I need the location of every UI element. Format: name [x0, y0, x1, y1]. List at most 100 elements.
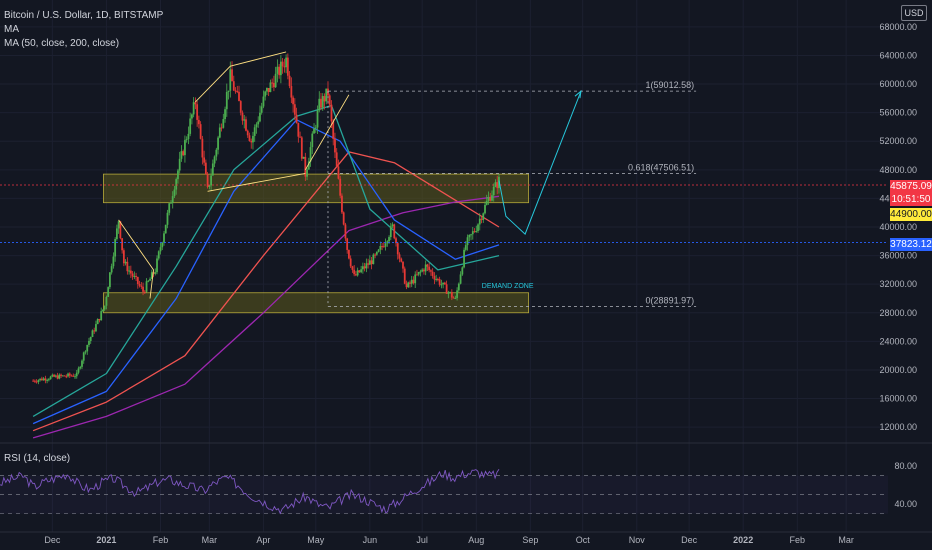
candle-body: [263, 97, 265, 107]
candle-body: [135, 276, 137, 277]
candle-body: [214, 157, 216, 164]
candle-body: [372, 255, 374, 265]
candle-body: [62, 375, 64, 376]
candle-body: [219, 128, 221, 138]
candle-body: [179, 159, 181, 171]
candle-body: [275, 74, 277, 87]
candle-body: [345, 225, 347, 239]
candle-body: [449, 292, 451, 293]
candle-body: [99, 319, 101, 320]
candle-body: [174, 190, 176, 197]
candle-body: [299, 137, 301, 138]
candle-body: [92, 330, 94, 337]
candle-body: [338, 167, 340, 179]
candle-body: [477, 224, 479, 231]
demand-zone-label: DEMAND ZONE: [482, 283, 534, 290]
candle-body: [411, 280, 413, 284]
candle-body: [34, 381, 36, 382]
y-tick-label: 40000.00: [879, 222, 917, 232]
candle-body: [495, 182, 497, 187]
candle-body: [196, 104, 198, 120]
y-tick-label: 28000.00: [879, 308, 917, 318]
x-tick-label: Jul: [416, 535, 428, 545]
candle-body: [116, 228, 118, 239]
candle-body: [301, 137, 303, 158]
candle-body: [460, 274, 462, 283]
candle-body: [32, 381, 34, 382]
x-tick-label: Feb: [790, 535, 806, 545]
candle-body: [44, 378, 46, 380]
candle-body: [186, 139, 188, 140]
candle-body: [474, 231, 476, 232]
symbol-legend[interactable]: Bitcoin / U.S. Dollar, 1D, BITSTAMP: [4, 10, 163, 21]
candle-body: [428, 267, 430, 271]
candle-body: [212, 163, 214, 175]
candle-body: [296, 115, 298, 123]
y-tick-label: 52000.00: [879, 136, 917, 146]
candle-body: [325, 89, 327, 102]
candle-body: [48, 379, 50, 380]
candle-body: [287, 58, 289, 76]
candle-body: [385, 243, 387, 246]
candle-body: [139, 284, 141, 286]
candle-body: [451, 292, 453, 298]
x-tick-label: Oct: [576, 535, 591, 545]
candle-body: [390, 226, 392, 237]
candlesticks: [32, 53, 500, 384]
candle-body: [400, 259, 402, 262]
currency-button[interactable]: USD: [901, 5, 927, 21]
candle-body: [488, 197, 490, 201]
x-tick-label: Jun: [363, 535, 378, 545]
candle-body: [357, 270, 359, 275]
candle-body: [381, 246, 383, 247]
candle-body: [365, 263, 367, 268]
candle-body: [343, 212, 345, 224]
candle-body: [112, 257, 114, 267]
ma-params-legend[interactable]: MA (50, close, 200, close): [4, 38, 119, 49]
candle-body: [318, 99, 320, 111]
candle-body: [489, 197, 491, 201]
candle-body: [224, 109, 226, 119]
candle-body: [53, 375, 55, 377]
candle-body: [341, 196, 343, 213]
candle-body: [146, 281, 148, 291]
candle-body: [364, 266, 366, 268]
candle-body: [399, 254, 401, 258]
candle-body: [406, 284, 408, 287]
candle-body: [95, 324, 97, 331]
candle-body: [439, 279, 441, 285]
candle-body: [109, 272, 111, 287]
time-axis[interactable]: Dec 2021 Feb Mar Apr May Jun Jul Aug Sep Oct Nov Dec…: [44, 535, 854, 545]
candle-body: [85, 351, 87, 352]
candle-body: [37, 380, 39, 382]
candle-body: [221, 128, 223, 129]
x-tick-label: Feb: [153, 535, 169, 545]
candle-body: [290, 86, 292, 98]
candle-body: [250, 141, 252, 142]
candle-body: [100, 311, 102, 320]
candle-body: [437, 279, 439, 280]
moving-average-2: [33, 196, 499, 438]
candle-body: [194, 102, 196, 104]
candle-body: [350, 259, 352, 267]
ma-legend[interactable]: MA: [4, 24, 19, 35]
candle-body: [273, 83, 275, 87]
candle-body: [427, 265, 429, 267]
candle-body: [242, 113, 244, 121]
candle-body: [72, 376, 74, 377]
candle-body: [484, 205, 486, 213]
candle-body: [311, 134, 313, 148]
candle-body: [79, 367, 81, 369]
candle-body: [447, 292, 449, 294]
candle-body: [430, 270, 432, 271]
candle-body: [71, 376, 73, 377]
rsi-legend[interactable]: RSI (14, close): [4, 453, 70, 464]
price-axis[interactable]: 12000.00 16000.00 20000.00 24000.00 28000.00…: [879, 22, 917, 509]
line-price-tag: 37823.12: [890, 238, 932, 251]
candle-body: [418, 272, 420, 275]
candle-body: [456, 290, 458, 298]
y-tick-label: 56000.00: [879, 108, 917, 118]
candle-body: [208, 185, 210, 186]
candle-body: [83, 352, 85, 360]
